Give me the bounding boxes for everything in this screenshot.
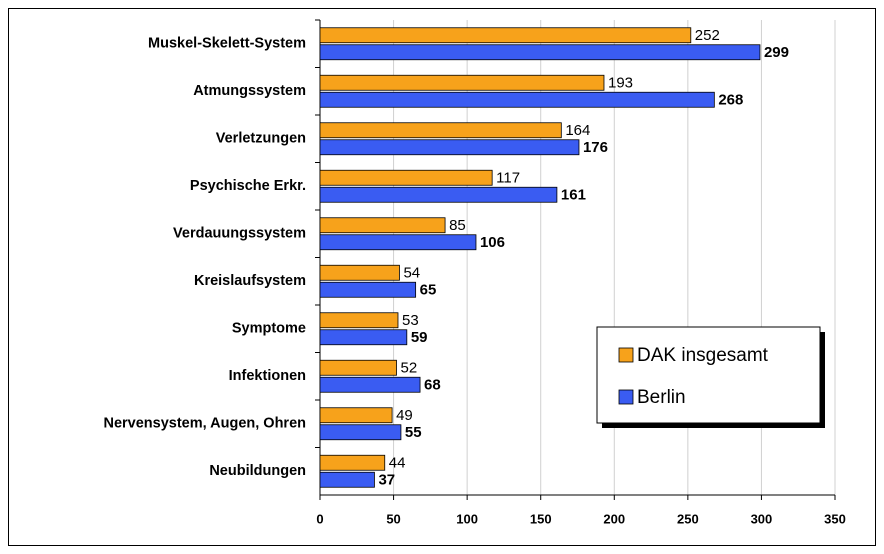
legend-swatch [618, 389, 634, 405]
bar [319, 186, 558, 203]
bar [319, 312, 399, 329]
bar [319, 234, 477, 251]
value-label: 176 [583, 139, 608, 156]
y-tick-label: Neubildungen [209, 463, 306, 479]
x-tick-label: 150 [530, 511, 552, 526]
value-label: 117 [496, 170, 520, 187]
y-tick-label: Verletzungen [216, 131, 306, 147]
y-tick-label: Nervensystem, Augen, Ohren [103, 416, 306, 432]
x-tick-label: 250 [677, 511, 699, 526]
bar [319, 169, 493, 186]
bar [319, 281, 417, 298]
bar [319, 27, 692, 44]
y-tick-label: Verdauungssystem [173, 226, 306, 242]
x-tick-label: 350 [824, 511, 846, 526]
value-label: 252 [695, 27, 720, 44]
value-label: 164 [565, 122, 590, 139]
value-label: 85 [449, 217, 466, 234]
x-tick-label: 300 [751, 511, 773, 526]
value-label: 68 [424, 377, 441, 394]
value-label: 59 [411, 329, 428, 346]
x-tick-label: 50 [386, 511, 400, 526]
x-tick-label: 0 [316, 511, 323, 526]
value-label: 49 [396, 407, 413, 424]
bar [319, 44, 761, 61]
x-tick-label: 200 [603, 511, 625, 526]
bar [319, 424, 402, 441]
bar [319, 74, 605, 91]
value-label: 55 [405, 424, 422, 441]
legend-swatch [618, 347, 634, 363]
value-label: 161 [561, 187, 586, 204]
x-tick-label: 100 [456, 511, 478, 526]
value-label: 299 [764, 44, 789, 61]
y-tick-label: Infektionen [229, 368, 306, 384]
value-label: 106 [480, 234, 505, 251]
bar [319, 217, 446, 234]
bar [319, 329, 408, 346]
value-label: 54 [403, 265, 420, 282]
bar [319, 91, 715, 108]
y-tick-label: Muskel-Skelett-System [148, 36, 306, 52]
value-label: 268 [718, 92, 743, 109]
bar [319, 376, 421, 393]
bar [319, 407, 393, 424]
bar [319, 139, 580, 156]
legend-label: Berlin [637, 387, 686, 408]
value-label: 37 [378, 472, 395, 489]
y-tick-label: Atmungssystem [193, 83, 306, 99]
bar [319, 264, 400, 281]
bar [319, 359, 397, 376]
bar [319, 122, 562, 139]
legend-label: DAK insgesamt [637, 345, 769, 366]
value-label: 44 [389, 455, 406, 472]
value-label: 193 [608, 75, 633, 92]
y-tick-label: Kreislaufsystem [194, 273, 306, 289]
value-label: 65 [420, 282, 437, 299]
value-label: 53 [402, 312, 419, 329]
y-tick-label: Psychische Erkr. [190, 178, 306, 194]
bar [319, 471, 375, 488]
y-tick-label: Symptome [232, 321, 306, 337]
bar [319, 454, 386, 471]
value-label: 52 [401, 360, 418, 377]
legend [596, 326, 821, 424]
